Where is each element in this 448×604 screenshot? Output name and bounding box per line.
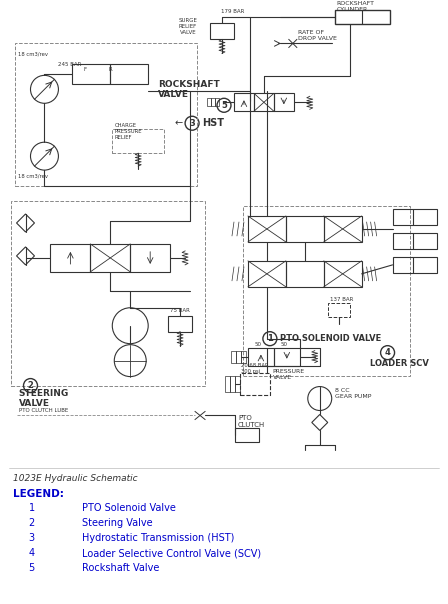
Bar (392, 233, 437, 249)
Bar (207, 98, 211, 106)
Text: Rockshaft Valve: Rockshaft Valve (82, 563, 160, 573)
Text: 4: 4 (385, 348, 391, 357)
Text: SURGE
RELIEF
VALVE: SURGE RELIEF VALVE (179, 18, 198, 35)
Text: 179 BAR: 179 BAR (221, 9, 245, 14)
Text: 3: 3 (29, 533, 34, 543)
Text: 3: 3 (189, 119, 195, 127)
Bar (335, 10, 390, 25)
Text: 18 cm3/rev: 18 cm3/rev (17, 173, 47, 179)
Text: 2: 2 (29, 518, 35, 528)
Text: STEERING
VALVE: STEERING VALVE (18, 389, 69, 408)
Bar (90, 244, 130, 272)
Bar (210, 24, 234, 39)
Text: 137 BAR: 137 BAR (330, 297, 353, 302)
Text: PTO CLUTCH LUBE: PTO CLUTCH LUBE (18, 408, 68, 413)
Text: 2: 2 (28, 381, 34, 390)
Text: PTO SOLENOID VALVE: PTO SOLENOID VALVE (280, 334, 381, 343)
Bar (215, 98, 219, 106)
Bar (73, 65, 110, 85)
Text: R: R (108, 67, 112, 72)
Bar (324, 216, 362, 242)
Bar (392, 209, 437, 225)
Text: PTO Solenoid Valve: PTO Solenoid Valve (82, 503, 176, 513)
Bar (225, 376, 230, 391)
Bar (248, 261, 286, 287)
Text: ←: ← (175, 118, 186, 128)
Text: 4: 4 (29, 548, 34, 558)
Bar (211, 98, 215, 106)
Text: 75 BAR: 75 BAR (170, 308, 190, 313)
Text: 5: 5 (29, 563, 35, 573)
Text: RATE OF
DROP VALVE: RATE OF DROP VALVE (298, 30, 337, 41)
Bar (235, 428, 259, 442)
Bar (254, 93, 274, 111)
Text: PRESSURE
VALVE: PRESSURE VALVE (273, 369, 305, 380)
Bar (286, 216, 324, 242)
Text: Loader Selective Control Valve (SCV): Loader Selective Control Valve (SCV) (82, 548, 262, 558)
Text: ROCKSHAFT
VALVE: ROCKSHAFT VALVE (158, 80, 220, 99)
Text: F: F (84, 67, 87, 72)
Bar (248, 348, 274, 365)
Bar (248, 216, 286, 242)
Bar (241, 351, 246, 362)
Text: 8 CC
GEAR PUMP: 8 CC GEAR PUMP (335, 388, 371, 399)
Text: 5: 5 (221, 101, 227, 110)
Bar (231, 351, 236, 362)
Text: 1: 1 (29, 503, 34, 513)
Bar (236, 351, 241, 362)
Bar (324, 261, 362, 287)
Text: 50: 50 (280, 342, 287, 347)
Bar (11, 201, 205, 385)
Text: LOADER SCV: LOADER SCV (370, 359, 428, 368)
Text: CHARGE
PRESSURE
RELIEF: CHARGE PRESSURE RELIEF (114, 123, 142, 140)
Bar (240, 373, 270, 394)
Bar (274, 348, 300, 365)
Bar (392, 257, 437, 273)
Text: 18 cm3/rev: 18 cm3/rev (17, 52, 47, 57)
Text: 20.68 BAR
300 psi: 20.68 BAR 300 psi (241, 363, 269, 374)
Text: 50: 50 (254, 342, 262, 347)
Bar (14, 43, 197, 186)
Bar (286, 261, 324, 287)
Bar (235, 376, 240, 391)
Text: 245 BAR: 245 BAR (58, 62, 82, 67)
Text: Hydrostatic Transmission (HST): Hydrostatic Transmission (HST) (82, 533, 235, 543)
Bar (234, 93, 254, 111)
Text: Steering Valve: Steering Valve (82, 518, 153, 528)
Bar (110, 65, 148, 85)
Bar (168, 316, 192, 332)
Bar (230, 376, 235, 391)
Bar (112, 129, 164, 153)
Bar (51, 244, 90, 272)
Text: ROCKSHAFT
CYLINDER: ROCKSHAFT CYLINDER (337, 1, 375, 12)
Text: 1: 1 (267, 334, 273, 343)
Bar (243, 206, 409, 376)
Bar (328, 303, 350, 316)
Text: HST: HST (202, 118, 224, 128)
Bar (274, 93, 294, 111)
Bar (130, 244, 170, 272)
Text: LEGEND:: LEGEND: (13, 489, 64, 500)
Text: PTO
CLUTCH: PTO CLUTCH (238, 415, 265, 428)
Text: 1023E Hydraulic Schematic: 1023E Hydraulic Schematic (13, 474, 137, 483)
